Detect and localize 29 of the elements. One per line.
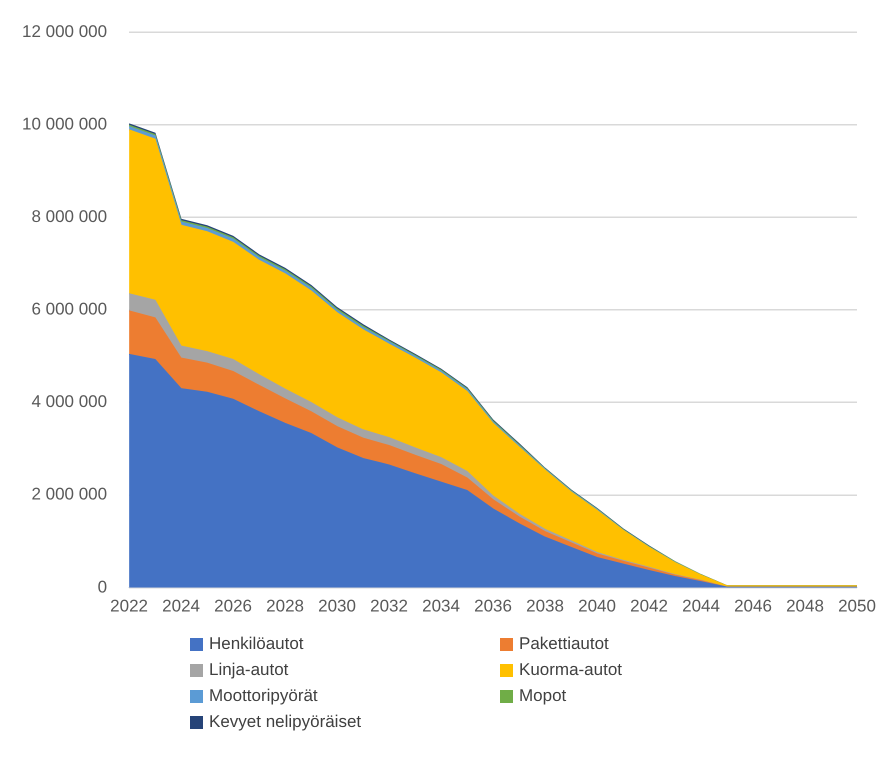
legend-label: Kevyet nelipyöräiset (209, 712, 362, 732)
legend-label: Kuorma-autot (519, 660, 622, 680)
x-tick-label: 2024 (162, 596, 200, 616)
x-tick-label: 2042 (630, 596, 668, 616)
x-tick-label: 2022 (110, 596, 148, 616)
y-tick-label: 8 000 000 (31, 207, 108, 226)
legend-label: Mopot (519, 686, 566, 706)
x-tick-label: 2044 (682, 596, 720, 616)
legend-label: Henkilöautot (209, 634, 304, 654)
x-tick-label: 2034 (422, 596, 460, 616)
y-tick-label: 2 000 000 (31, 484, 108, 504)
x-tick-label: 2032 (370, 596, 408, 616)
x-tick-label: 2026 (214, 596, 252, 616)
x-tick-label: 2040 (578, 596, 616, 616)
y-tick-label: 12 000 000 (22, 22, 108, 41)
legend-label: Pakettiautot (519, 634, 609, 654)
y-tick-label: 0 (98, 577, 108, 596)
x-tick-label: 2036 (474, 596, 512, 616)
y-tick-label: 10 000 000 (22, 114, 108, 134)
x-tick-label: 2038 (526, 596, 564, 616)
x-tick-label: 2030 (318, 596, 356, 616)
x-tick-label: 2028 (266, 596, 304, 616)
x-tick-label: 2048 (786, 596, 824, 616)
y-tick-label: 4 000 000 (31, 392, 108, 412)
x-tick-label: 2046 (734, 596, 772, 616)
legend-label: Linja-autot (209, 660, 288, 680)
y-tick-label: 6 000 000 (31, 300, 108, 319)
legend-label: Moottoripyörät (209, 686, 318, 706)
x-tick-label: 2050 (838, 596, 876, 616)
